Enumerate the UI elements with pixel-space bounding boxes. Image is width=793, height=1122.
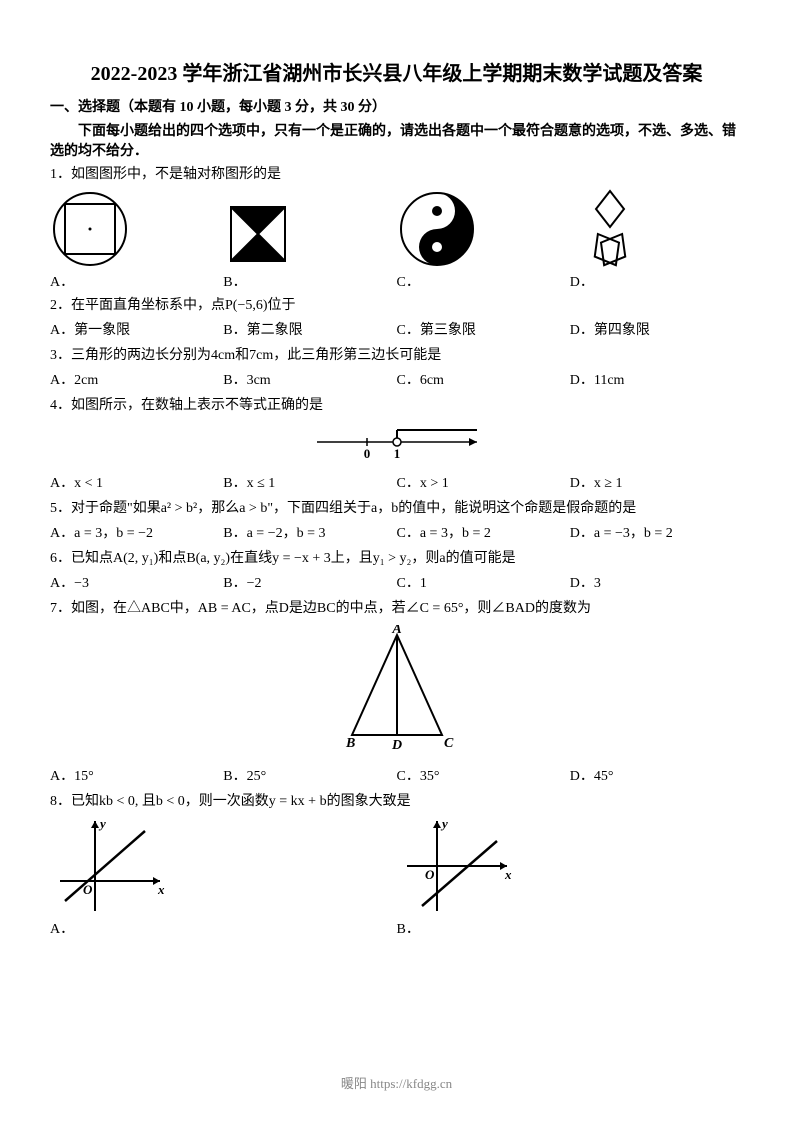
svg-text:y: y	[98, 816, 106, 831]
q3-c: C．6cm	[397, 370, 570, 391]
svg-text:B: B	[345, 736, 355, 751]
svg-text:x: x	[504, 867, 512, 882]
q8-option-b: y x O B．	[397, 816, 744, 938]
q3-d: D．11cm	[570, 370, 743, 391]
svg-text:C: C	[444, 736, 454, 751]
q1-option-d: D．	[570, 189, 743, 291]
q1-label-b: B．	[223, 271, 246, 291]
svg-text:y: y	[440, 816, 448, 831]
section-header: 一、选择题（本题有 10 小题，每小题 3 分，共 30 分）	[50, 96, 743, 116]
q2-options: A．第一象限 B．第二象限 C．第三象限 D．第四象限	[50, 320, 743, 341]
q4-a: A．x < 1	[50, 473, 223, 494]
question-5: 5．对于命题"如果a² > b²，那么a > b"，下面四组关于a，b的值中，能…	[50, 498, 743, 519]
q7-figure: A B D C	[50, 625, 743, 760]
q5-a: A．a = 3，b = −2	[50, 523, 223, 544]
question-2: 2．在平面直角坐标系中，点P(−5,6)位于	[50, 295, 743, 316]
q8-label-b: B．	[397, 918, 420, 938]
question-8: 8．已知kb < 0, 且b < 0，则一次函数y = kx + b的图象大致是	[50, 791, 743, 812]
q3-options: A．2cm B．3cm C．6cm D．11cm	[50, 370, 743, 391]
footer-text: 暖阳 https://kfdgg.cn	[0, 1073, 793, 1092]
q2-d: D．第四象限	[570, 320, 743, 341]
three-diamonds-icon	[570, 189, 650, 269]
page-title: 2022-2023 学年浙江省湖州市长兴县八年级上学期期末数学试题及答案	[50, 60, 743, 88]
q8-label-a: A．	[50, 918, 74, 938]
q7-d: D．45°	[570, 766, 743, 787]
hourglass-square-icon	[223, 199, 293, 269]
svg-text:0: 0	[363, 446, 370, 461]
svg-text:D: D	[390, 738, 401, 753]
q4-b: B．x ≤ 1	[223, 473, 396, 494]
q2-c: C．第三象限	[397, 320, 570, 341]
q1-option-b: B．	[223, 199, 396, 291]
instructions: 下面每小题给出的四个选项中，只有一个是正确的，请选出各题中一个最符合题意的选项，…	[50, 120, 743, 160]
q6-options: A．−3 B．−2 C．1 D．3	[50, 573, 743, 594]
q4-options: A．x < 1 B．x ≤ 1 C．x > 1 D．x ≥ 1	[50, 473, 743, 494]
q1-option-c: C．	[397, 189, 570, 291]
linear-graph-a-icon: y x O	[50, 816, 170, 916]
q8-option-a: y x O A．	[50, 816, 397, 938]
q6-c: C．1	[397, 573, 570, 594]
q7-options: A．15° B．25° C．35° D．45°	[50, 766, 743, 787]
q1-label-d: D．	[570, 271, 594, 291]
circle-square-icon	[50, 189, 130, 269]
q2-b: B．第二象限	[223, 320, 396, 341]
q3-a: A．2cm	[50, 370, 223, 391]
q4-figure: 0 1	[50, 422, 743, 467]
q2-a: A．第一象限	[50, 320, 223, 341]
q3-b: B．3cm	[223, 370, 396, 391]
question-3: 3．三角形的两边长分别为4cm和7cm，此三角形第三边长可能是	[50, 345, 743, 366]
linear-graph-b-icon: y x O	[397, 816, 517, 916]
q4-c: C．x > 1	[397, 473, 570, 494]
question-6: 6．已知点A(2, y₁)和点B(a, y₂)在直线y = −x + 3上，且y…	[50, 548, 743, 569]
svg-text:O: O	[425, 867, 435, 882]
question-7: 7．如图，在△ABC中，AB = AC，点D是边BC的中点，若∠C = 65°，…	[50, 598, 743, 619]
q5-d: D．a = −3，b = 2	[570, 523, 743, 544]
q6-d: D．3	[570, 573, 743, 594]
q7-c: C．35°	[397, 766, 570, 787]
question-4: 4．如图所示，在数轴上表示不等式正确的是	[50, 395, 743, 416]
q1-options: A． B． C． D．	[50, 189, 743, 291]
q5-c: C．a = 3，b = 2	[397, 523, 570, 544]
isosceles-triangle-icon: A B D C	[322, 625, 472, 755]
q5-b: B．a = −2，b = 3	[223, 523, 396, 544]
q1-label-c: C．	[397, 271, 420, 291]
q1-option-a: A．	[50, 189, 223, 291]
svg-text:A: A	[391, 625, 401, 637]
q5-options: A．a = 3，b = −2 B．a = −2，b = 3 C．a = 3，b …	[50, 523, 743, 544]
svg-text:1: 1	[393, 446, 400, 461]
q8-options: y x O A． y x O B．	[50, 816, 743, 938]
svg-text:x: x	[157, 882, 165, 897]
number-line-icon: 0 1	[307, 422, 487, 462]
q6-a: A．−3	[50, 573, 223, 594]
yin-yang-icon	[397, 189, 477, 269]
question-1: 1．如图图形中，不是轴对称图形的是	[50, 164, 743, 185]
q6-b: B．−2	[223, 573, 396, 594]
q1-label-a: A．	[50, 271, 74, 291]
q4-d: D．x ≥ 1	[570, 473, 743, 494]
q7-b: B．25°	[223, 766, 396, 787]
q7-a: A．15°	[50, 766, 223, 787]
